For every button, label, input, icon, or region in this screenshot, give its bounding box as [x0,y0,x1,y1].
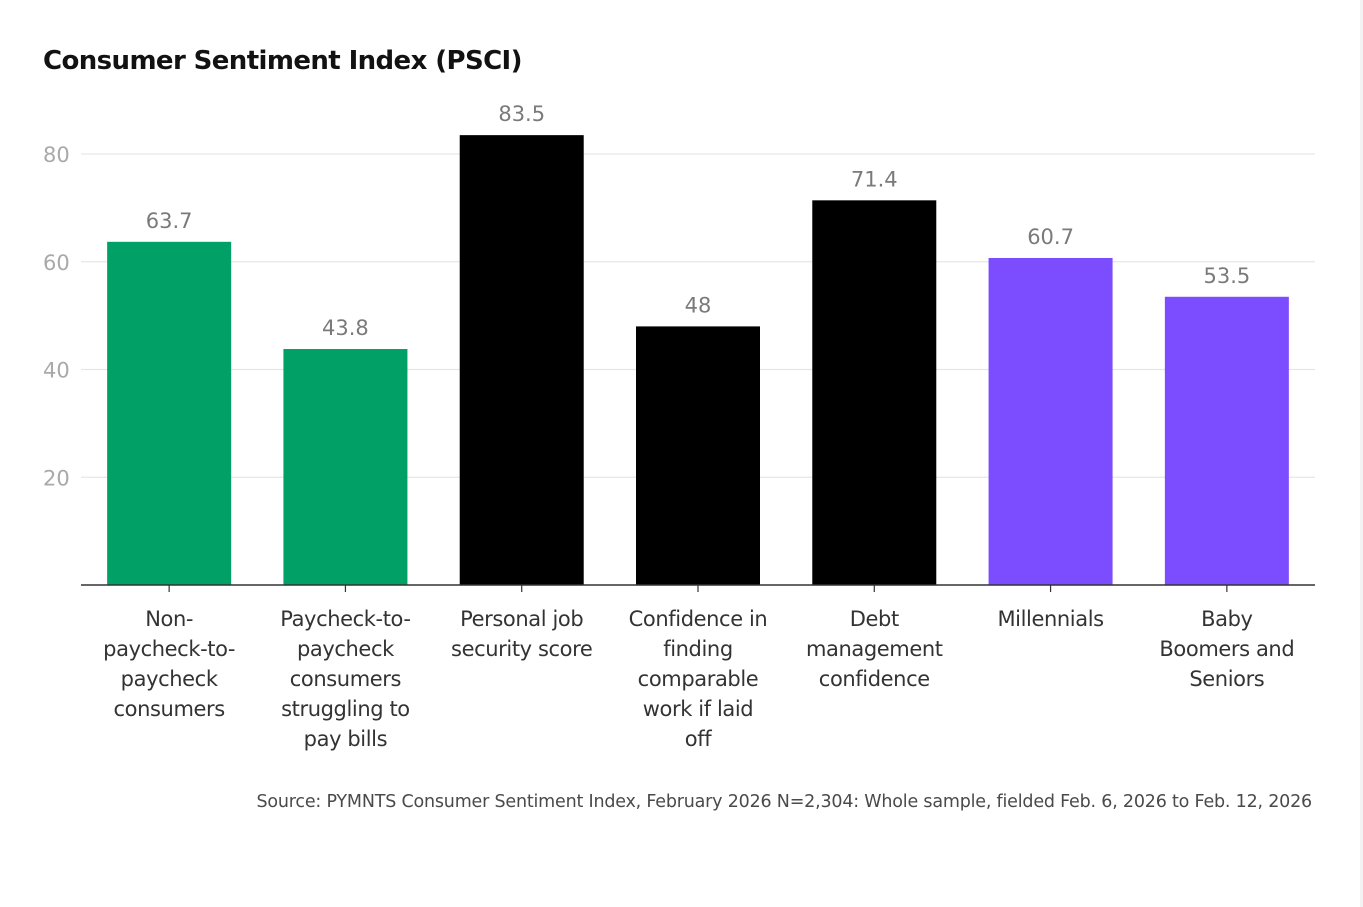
category-label-line: Millennials [997,607,1103,631]
y-tick-label: 80 [43,143,70,167]
bar [636,326,760,585]
bar [459,135,584,586]
category-label-line: off [685,727,712,751]
category-label-line: consumers [113,697,224,721]
bar [812,200,937,585]
category-label-line: Boomers and [1159,637,1294,661]
category-label: Baby Boomers and Seniors [1159,607,1294,691]
bars [107,135,1289,586]
source-note: Source: PYMNTS Consumer Sentiment Index,… [256,792,1313,812]
data-label: 83.5 [498,102,545,126]
data-label: 48 [685,293,712,317]
category-label-line: paycheck [297,637,395,661]
category-label-line: pay bills [304,727,387,751]
category-label-line: Seniors [1189,667,1264,691]
category-label-line: Confidence in [629,607,768,631]
bar [1164,296,1289,585]
category-label: Personal job security score [451,607,592,661]
category-label-line: Non- [145,607,193,631]
y-tick-label: 20 [43,466,70,490]
bar [988,257,1113,585]
category-label: Paycheck-to-paycheck consumers struggling … [280,607,410,751]
category-label-line: Baby [1201,607,1252,631]
category-label-line: security score [451,637,592,661]
category-label-line: Personal job [460,607,583,631]
category-label-line: comparable [638,667,759,691]
category-label: Confidence in finding comparable work if la… [629,607,768,751]
data-label: 53.5 [1203,264,1250,288]
category-label-line: consumers [290,667,401,691]
data-labels: 63.7 43.8 83.5 48 71.4 60.7 53.5 [146,102,1250,340]
category-label-line: paycheck-to- [103,637,235,661]
category-label: Millennials [997,607,1103,631]
category-label-line: confidence [819,667,930,691]
category-label-line: work if laid [643,697,753,721]
x-axis [81,584,1315,592]
chart-title: Consumer Sentiment Index (PSCI) [43,46,523,76]
category-label-line: paycheck [121,667,219,691]
y-axis-ticks: 20 40 60 80 [43,143,70,490]
bar [107,241,232,585]
category-label-line: Paycheck-to- [280,607,410,631]
y-tick-label: 40 [43,359,70,383]
category-label: Non-paycheck-to-paycheck consumers [103,607,235,721]
y-tick-label: 60 [43,251,70,275]
data-label: 43.8 [322,316,369,340]
data-label: 63.7 [146,209,193,233]
data-label: 60.7 [1027,225,1074,249]
category-label-line: Debt [850,607,899,631]
bar [283,349,408,585]
category-label-line: finding [663,637,733,661]
category-label-line: struggling to [281,697,410,721]
category-label-line: management [806,637,943,661]
data-label: 71.4 [851,167,898,191]
category-labels: Non-paycheck-to-paycheck consumersPaychec… [103,607,1295,751]
category-label: Debt management confidence [806,607,943,691]
